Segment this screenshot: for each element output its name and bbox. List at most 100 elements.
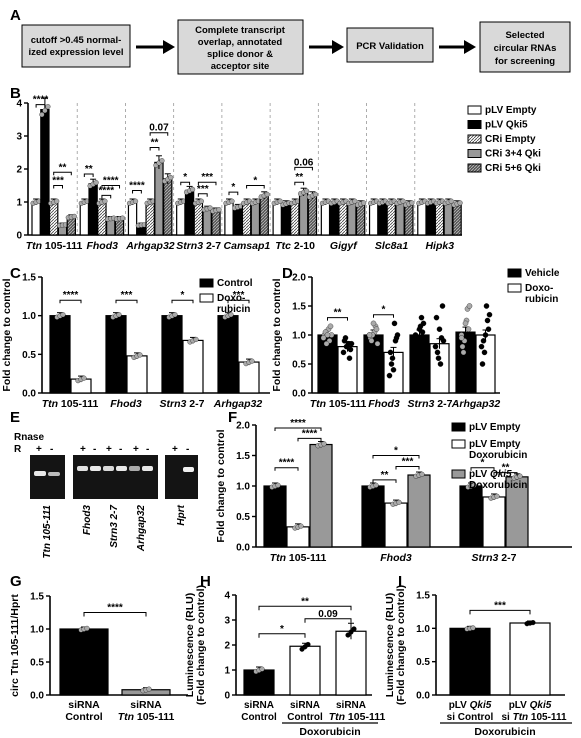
bar bbox=[31, 201, 41, 236]
data-point bbox=[93, 180, 99, 186]
gel-plus-5: + bbox=[172, 444, 178, 455]
x-tick-label: Arhgap32 bbox=[125, 240, 175, 252]
significance-label: * bbox=[382, 305, 386, 316]
significance-bracket bbox=[274, 427, 322, 432]
gel-plus-3: + bbox=[106, 444, 112, 455]
legend-swatch bbox=[467, 120, 482, 129]
gel-lane-label-arhgap32: Arhgap32 bbox=[136, 505, 147, 553]
significance-bracket bbox=[373, 314, 394, 318]
data-point bbox=[389, 355, 396, 361]
gel-lane-label-ttn: Ttn 105-111 bbox=[42, 505, 53, 559]
y-tick-label: 1.5 bbox=[292, 302, 306, 313]
panel-letter-i: I bbox=[398, 573, 402, 590]
gel-r-label: R bbox=[14, 444, 22, 455]
data-point bbox=[60, 312, 66, 318]
data-point bbox=[81, 375, 87, 381]
significance-bracket bbox=[246, 185, 265, 189]
data-point bbox=[418, 314, 425, 321]
data-point bbox=[420, 320, 427, 327]
bar bbox=[417, 201, 427, 236]
y-tick-label: 0.5 bbox=[416, 657, 430, 668]
significance-label: * bbox=[481, 458, 485, 469]
bar bbox=[355, 203, 366, 236]
bar bbox=[347, 201, 357, 236]
gel-band bbox=[103, 466, 114, 471]
data-point bbox=[324, 332, 331, 338]
y-tick-label: 0.0 bbox=[416, 691, 430, 702]
significance-label: 0.06 bbox=[294, 157, 314, 168]
data-point bbox=[460, 349, 467, 356]
significance-label: **** bbox=[302, 428, 318, 439]
flow-box-2-line-3: splice donor & bbox=[207, 49, 273, 60]
gel-lane-label-hprt: Hprt bbox=[176, 504, 187, 525]
x-tick-label: Strn3 2-7 bbox=[176, 240, 221, 252]
data-point bbox=[373, 326, 380, 332]
bar bbox=[443, 201, 453, 236]
y-tick-label: 3 bbox=[224, 616, 230, 627]
x-tick-label: Strn3 2-7 bbox=[408, 398, 453, 410]
significance-label: **** bbox=[107, 603, 123, 614]
panel-letter-c: C bbox=[10, 265, 21, 282]
flow-box-1 bbox=[21, 24, 131, 68]
legend-swatch bbox=[467, 134, 482, 144]
y-tick-label: 1.0 bbox=[22, 311, 36, 322]
data-point bbox=[434, 349, 441, 356]
data-point bbox=[298, 523, 304, 529]
data-point bbox=[466, 303, 473, 309]
flow-box-4-line-3: for screening bbox=[495, 56, 555, 67]
significance-bracket bbox=[493, 472, 518, 476]
significance-label: ** bbox=[301, 596, 309, 607]
x-tick-label: Ttn 105-111 bbox=[118, 711, 175, 723]
panel-letter-g: G bbox=[10, 573, 22, 590]
significance-bracket bbox=[83, 173, 94, 177]
bar bbox=[211, 209, 221, 236]
gel-plus-2: + bbox=[80, 444, 86, 455]
legend-label: pLV Empty bbox=[469, 439, 521, 450]
y-tick-label: 1.5 bbox=[30, 592, 44, 603]
chart-panel-d: 0.0 0.5 1.0 1.5 2.0 Fold change to control Ttn… bbox=[271, 268, 560, 410]
data-point bbox=[486, 311, 493, 318]
data-point bbox=[132, 198, 139, 204]
flow-box-2-line-2: overlap, annotated bbox=[198, 37, 283, 48]
significance-label: * bbox=[253, 176, 257, 187]
data-point bbox=[323, 340, 330, 347]
significance-label: ** bbox=[59, 162, 67, 173]
significance-bracket bbox=[149, 132, 169, 136]
data-point bbox=[45, 104, 51, 110]
data-point bbox=[368, 338, 375, 344]
bar bbox=[224, 201, 234, 236]
group-label: Doxorubicin bbox=[299, 726, 360, 738]
flow-arrow-1-head bbox=[163, 40, 175, 54]
significance-bracket bbox=[372, 479, 397, 483]
y-tick-label: 0.5 bbox=[236, 512, 250, 523]
data-point bbox=[386, 372, 393, 379]
legend-label: pLV Qki5 bbox=[469, 469, 512, 480]
x-tick-label: Ttc 2-10 bbox=[275, 240, 315, 252]
y-tick-label: 1.5 bbox=[416, 591, 430, 602]
significance-label: ** bbox=[151, 138, 159, 149]
data-point bbox=[119, 215, 126, 221]
panel-letter-a: A bbox=[10, 7, 21, 24]
data-point bbox=[190, 186, 196, 192]
bar bbox=[298, 191, 309, 236]
x-tick-label: Arhgap32 bbox=[451, 398, 501, 410]
y-tick-label: 0.5 bbox=[292, 360, 306, 371]
data-point bbox=[249, 358, 255, 364]
data-point bbox=[198, 198, 204, 204]
bar bbox=[241, 201, 252, 236]
gel-band bbox=[142, 466, 153, 471]
y-tick-label: 0 bbox=[224, 691, 230, 702]
data-point bbox=[440, 338, 447, 344]
y-tick-label: 1 bbox=[16, 198, 22, 209]
significance-label: *** bbox=[402, 456, 414, 467]
significance-label: **** bbox=[33, 95, 49, 106]
gel-image-1 bbox=[30, 455, 65, 499]
y-tick-label: 2.0 bbox=[236, 421, 250, 432]
significance-label: **** bbox=[129, 180, 145, 191]
gel-band bbox=[183, 467, 194, 472]
data-point bbox=[416, 326, 423, 332]
y-tick-label: 0 bbox=[16, 231, 22, 242]
y-tick-label: 0.0 bbox=[30, 691, 44, 702]
legend-label: Doxorubicin bbox=[469, 450, 527, 461]
